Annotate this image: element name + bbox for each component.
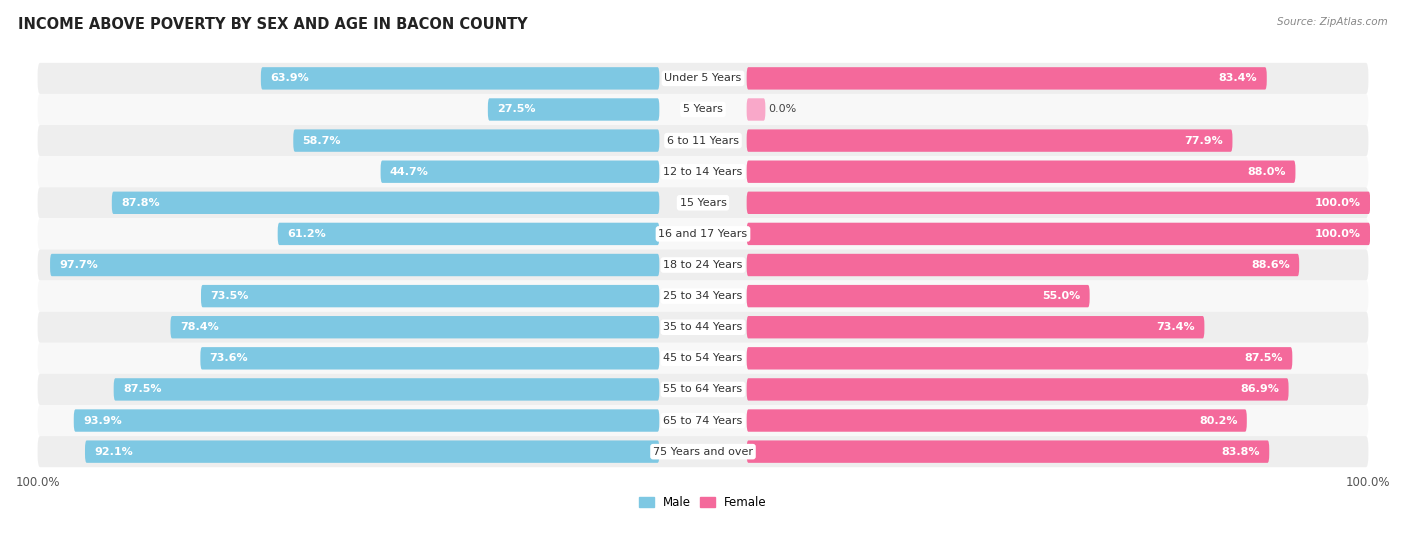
Text: 55 to 64 Years: 55 to 64 Years [664,385,742,395]
FancyBboxPatch shape [747,192,1371,214]
Text: 73.5%: 73.5% [211,291,249,301]
Text: 87.5%: 87.5% [1244,353,1282,363]
FancyBboxPatch shape [73,409,659,432]
FancyBboxPatch shape [747,409,1247,432]
FancyBboxPatch shape [51,254,659,276]
FancyBboxPatch shape [201,347,659,369]
Text: 88.0%: 88.0% [1247,167,1286,177]
FancyBboxPatch shape [114,378,659,401]
Text: 16 and 17 Years: 16 and 17 Years [658,229,748,239]
Text: 61.2%: 61.2% [287,229,326,239]
FancyBboxPatch shape [38,125,1368,156]
Text: 55.0%: 55.0% [1042,291,1080,301]
Text: 80.2%: 80.2% [1199,415,1237,425]
FancyBboxPatch shape [294,129,659,152]
Text: 18 to 24 Years: 18 to 24 Years [664,260,742,270]
Text: 92.1%: 92.1% [94,447,134,457]
FancyBboxPatch shape [112,192,659,214]
FancyBboxPatch shape [38,405,1368,436]
Text: 63.9%: 63.9% [270,73,309,83]
FancyBboxPatch shape [747,285,1090,307]
FancyBboxPatch shape [38,94,1368,125]
FancyBboxPatch shape [747,160,1295,183]
Text: 5 Years: 5 Years [683,105,723,115]
Text: 0.0%: 0.0% [769,105,797,115]
FancyBboxPatch shape [488,98,659,121]
Text: 93.9%: 93.9% [83,415,122,425]
Text: 75 Years and over: 75 Years and over [652,447,754,457]
FancyBboxPatch shape [381,160,659,183]
Text: 87.5%: 87.5% [124,385,162,395]
FancyBboxPatch shape [747,67,1267,89]
Text: 65 to 74 Years: 65 to 74 Years [664,415,742,425]
FancyBboxPatch shape [38,187,1368,219]
Text: 73.6%: 73.6% [209,353,249,363]
FancyBboxPatch shape [201,285,659,307]
FancyBboxPatch shape [747,129,1233,152]
Text: 83.8%: 83.8% [1222,447,1260,457]
FancyBboxPatch shape [747,254,1299,276]
Text: 15 Years: 15 Years [679,198,727,208]
Text: 27.5%: 27.5% [498,105,536,115]
FancyBboxPatch shape [747,440,1270,463]
FancyBboxPatch shape [38,281,1368,312]
FancyBboxPatch shape [747,98,765,121]
Text: 6 to 11 Years: 6 to 11 Years [666,136,740,145]
FancyBboxPatch shape [38,343,1368,374]
Text: 12 to 14 Years: 12 to 14 Years [664,167,742,177]
FancyBboxPatch shape [278,222,659,245]
FancyBboxPatch shape [747,316,1205,338]
Text: 58.7%: 58.7% [302,136,342,145]
Text: Source: ZipAtlas.com: Source: ZipAtlas.com [1277,17,1388,27]
Text: 73.4%: 73.4% [1156,322,1195,332]
FancyBboxPatch shape [38,156,1368,187]
FancyBboxPatch shape [38,219,1368,249]
Text: INCOME ABOVE POVERTY BY SEX AND AGE IN BACON COUNTY: INCOME ABOVE POVERTY BY SEX AND AGE IN B… [18,17,527,32]
Text: Under 5 Years: Under 5 Years [665,73,741,83]
Text: 77.9%: 77.9% [1184,136,1223,145]
Text: 78.4%: 78.4% [180,322,218,332]
Text: 83.4%: 83.4% [1219,73,1257,83]
FancyBboxPatch shape [38,312,1368,343]
Text: 100.0%: 100.0% [1315,229,1361,239]
Text: 88.6%: 88.6% [1251,260,1289,270]
FancyBboxPatch shape [38,374,1368,405]
FancyBboxPatch shape [747,222,1371,245]
Text: 25 to 34 Years: 25 to 34 Years [664,291,742,301]
FancyBboxPatch shape [262,67,659,89]
Text: 97.7%: 97.7% [59,260,98,270]
FancyBboxPatch shape [38,249,1368,281]
FancyBboxPatch shape [84,440,659,463]
Text: 44.7%: 44.7% [389,167,429,177]
FancyBboxPatch shape [747,378,1288,401]
Text: 100.0%: 100.0% [1315,198,1361,208]
FancyBboxPatch shape [170,316,659,338]
Legend: Male, Female: Male, Female [634,491,772,514]
Text: 45 to 54 Years: 45 to 54 Years [664,353,742,363]
Text: 35 to 44 Years: 35 to 44 Years [664,322,742,332]
FancyBboxPatch shape [747,347,1292,369]
FancyBboxPatch shape [38,63,1368,94]
Text: 87.8%: 87.8% [121,198,160,208]
FancyBboxPatch shape [38,436,1368,467]
Text: 86.9%: 86.9% [1240,385,1279,395]
